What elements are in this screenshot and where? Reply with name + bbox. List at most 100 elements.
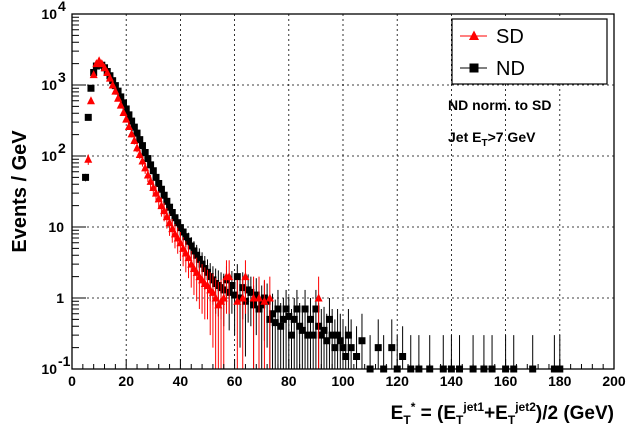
data-point-triangle [119,107,128,116]
data-point-square [168,209,176,217]
data-point-square [155,179,163,187]
x-tick-label: 160 [494,373,518,389]
y-tick-exponent: 2 [58,140,66,156]
data-point-square [309,331,317,339]
data-layer [82,56,564,373]
data-point-triangle [122,114,131,123]
data-point-triangle [162,212,171,221]
data-point-square [353,352,361,360]
data-point-triangle [249,293,258,302]
y-tick-label: 10 [41,148,57,164]
data-point-triangle [176,238,185,247]
data-point-square [128,117,136,125]
legend: SD ND [451,18,608,85]
data-point-square [374,344,382,352]
data-point-square [152,173,160,181]
data-point-square [231,291,239,299]
data-point-square [236,294,244,302]
x-tick-label: 60 [227,373,243,389]
data-point-square [271,319,279,327]
x-tick-label: 80 [281,373,297,389]
legend-marker-triangle [469,30,479,40]
data-point-triangle [84,154,93,163]
data-point-square [279,315,287,323]
data-point-triangle [138,156,147,165]
data-point-triangle [114,93,123,102]
data-point-square [125,111,133,119]
data-point-square [122,105,130,113]
data-point-triangle [260,296,269,305]
data-point-square [331,344,339,352]
data-point-square [84,113,92,121]
x-tick-label: 180 [548,373,572,389]
y-tick-exponent: -1 [58,353,71,369]
legend-entries: SD ND [460,26,525,80]
y-tick-label: 10 [41,361,57,377]
data-point-square [296,322,304,330]
y-axis-title: Events / GeV [9,130,31,253]
data-point-triangle [86,96,95,105]
data-point-triangle [219,293,228,302]
data-point-triangle [265,293,274,302]
x-tick-label: 200 [602,373,626,389]
x-tick-label: 120 [386,373,410,389]
tick-layer [71,13,615,370]
data-point-square [157,185,165,193]
data-point-square [298,326,306,334]
data-point-triangle [127,129,136,138]
legend-label: SD [496,26,524,48]
annotation-normalization: ND norm. to SD [448,97,551,113]
data-point-square [114,87,122,95]
data-point-square [328,331,336,339]
data-point-triangle [184,253,193,262]
data-point-triangle [116,100,125,109]
y-tick-label: 10 [48,219,64,235]
data-point-triangle [208,287,217,296]
data-point-triangle [105,73,114,82]
data-point-square [119,99,127,107]
data-point-square [344,331,352,339]
data-point-triangle [157,201,166,210]
annotation-layer: ND norm. to SD Jet ET>7 GeV [448,97,551,149]
annotation-jet-cut: Jet ET>7 GeV [448,129,536,149]
data-point-triangle [111,86,120,95]
data-point-triangle [108,80,117,89]
data-point-square [325,315,333,323]
data-point-triangle [173,233,182,242]
series-sd [84,56,323,369]
data-point-square [347,344,355,352]
data-point-square [290,315,298,323]
data-point-triangle [146,176,155,185]
data-point-triangle [149,183,158,192]
data-point-square [252,291,260,299]
data-point-square [130,123,138,131]
y-tick-exponent: 3 [58,69,66,85]
x-tick-label: 20 [118,373,134,389]
legend-label: ND [496,58,525,80]
data-point-square [87,84,95,92]
data-point-square [144,155,152,163]
data-point-square [285,312,293,320]
legend-box [451,18,608,85]
data-point-square [160,191,168,199]
data-point-square [179,228,187,236]
data-point-square [174,219,182,227]
y-tick-label: 10 [41,6,57,22]
data-point-square [317,331,325,339]
data-point-square [233,273,241,281]
data-point-square [82,173,90,181]
data-point-triangle [152,188,161,197]
data-point-square [339,344,347,352]
data-point-triangle [238,293,247,302]
data-point-square [336,337,344,345]
data-point-triangle [154,194,163,203]
data-point-triangle [160,206,169,215]
x-axis-title: ET* = (ETjet1+ETjet2)/2 (GeV) [391,400,614,427]
x-tick-label: 40 [173,373,189,389]
data-point-square [334,331,342,339]
data-point-triangle [143,170,152,179]
y-tick-exponent: 4 [58,0,66,14]
data-point-triangle [181,248,190,257]
